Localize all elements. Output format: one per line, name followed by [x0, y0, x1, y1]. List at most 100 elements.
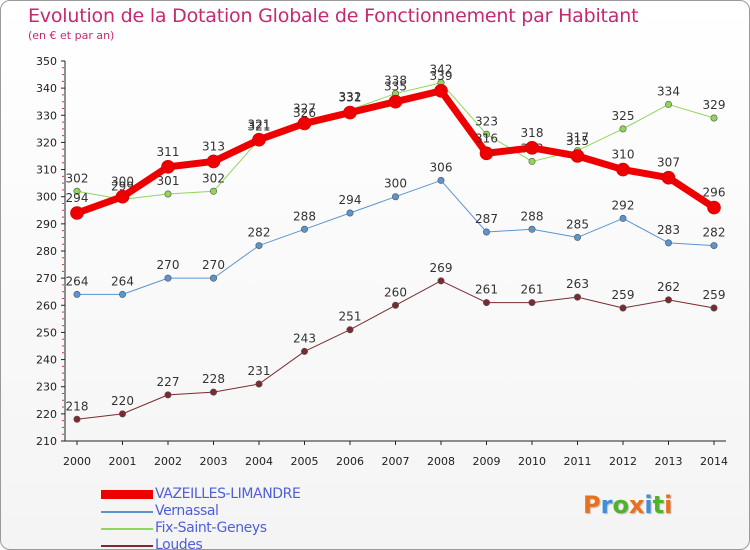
data-point: [570, 149, 585, 163]
data-label: 296: [703, 186, 726, 200]
data-label: 315: [566, 134, 589, 148]
data-point: [616, 162, 630, 177]
legend-label: Loudes: [155, 537, 203, 550]
data-point: [119, 290, 127, 298]
data-label: 259: [612, 288, 635, 302]
chart-title: Evolution de la Dotation Globale de Fonc…: [28, 5, 639, 27]
legend-swatch: [101, 528, 153, 530]
data-label: 311: [157, 145, 180, 159]
data-label: 220: [111, 394, 134, 408]
logo-letter: t: [652, 491, 665, 519]
logo-letter: x: [628, 491, 645, 519]
data-point: [297, 116, 312, 131]
data-point: [300, 225, 308, 233]
data-label: 269: [430, 261, 453, 275]
x-tick-label: 2001: [109, 455, 137, 468]
data-label: 300: [384, 177, 407, 191]
data-point: [528, 299, 536, 307]
data-label: 282: [248, 226, 271, 240]
data-point: [710, 114, 718, 122]
data-label: 288: [521, 209, 544, 223]
legend: VAZEILLES-LIMANDRE Vernassal Fix-Saint-Gen…: [101, 486, 421, 550]
data-point: [164, 274, 172, 282]
data-label: 261: [475, 283, 498, 297]
data-point: [482, 228, 490, 236]
logo-letter: i: [644, 491, 653, 519]
data-point: [391, 301, 399, 309]
data-point: [619, 304, 627, 312]
data-label: 331: [339, 91, 362, 105]
y-tick-label: 280: [36, 245, 57, 258]
data-label: 261: [521, 283, 544, 297]
logo-letter: r: [600, 491, 613, 519]
x-tick-label: 2002: [154, 455, 182, 468]
legend-item: Fix-Saint-Geneys: [101, 520, 421, 538]
data-label: 307: [657, 156, 680, 170]
y-tick-label: 350: [36, 55, 57, 68]
data-label: 251: [339, 310, 362, 324]
data-label: 288: [293, 209, 316, 223]
data-point: [479, 146, 494, 161]
data-label: 260: [384, 285, 407, 299]
data-point: [346, 326, 354, 334]
data-label: 317: [566, 131, 589, 145]
legend-label: Fix-Saint-Geneys: [155, 520, 267, 536]
y-tick-label: 260: [36, 299, 57, 312]
data-label: 302: [66, 171, 89, 185]
data-point: [119, 410, 127, 418]
data-point: [346, 209, 354, 217]
legend-swatch: [101, 490, 153, 499]
data-point: [525, 141, 539, 155]
legend-item: Loudes: [101, 537, 421, 550]
x-tick-label: 2007: [382, 455, 410, 468]
data-point: [619, 214, 627, 222]
data-point: [388, 94, 403, 109]
data-label: 301: [157, 174, 180, 188]
data-label: 231: [248, 364, 271, 378]
data-label: 327: [293, 101, 316, 115]
data-label: 283: [657, 223, 680, 237]
data-point: [661, 170, 676, 185]
x-tick-label: 2009: [473, 455, 501, 468]
data-point: [528, 157, 536, 165]
legend-swatch: [101, 545, 153, 547]
data-label: 300: [111, 175, 134, 189]
data-point: [252, 132, 266, 147]
data-label: 292: [612, 198, 635, 212]
data-label: 323: [475, 114, 498, 128]
x-tick-label: 2010: [518, 455, 546, 468]
data-label: 306: [430, 160, 453, 174]
legend-label: VAZEILLES-LIMANDRE: [155, 486, 301, 502]
data-label: 294: [339, 193, 362, 207]
data-point: [664, 296, 672, 304]
data-label: 282: [703, 226, 726, 240]
x-tick-label: 2006: [336, 455, 364, 468]
data-point: [710, 304, 718, 312]
data-label: 342: [430, 63, 453, 77]
data-label: 259: [703, 288, 726, 302]
data-label: 310: [612, 148, 635, 162]
x-tick-label: 2003: [200, 455, 228, 468]
data-point: [210, 187, 218, 195]
data-label: 294: [66, 191, 89, 205]
data-label: 228: [202, 372, 225, 386]
data-point: [573, 233, 581, 241]
x-tick-label: 2004: [245, 455, 273, 468]
data-label: 332: [339, 90, 362, 104]
y-tick-label: 310: [36, 164, 57, 177]
x-tick-label: 2012: [609, 455, 637, 468]
legend-label: Vernassal: [155, 503, 219, 519]
data-label: 270: [157, 258, 180, 272]
data-label: 334: [657, 84, 680, 98]
data-point: [206, 154, 221, 169]
data-label: 326: [293, 106, 316, 120]
data-point: [300, 347, 308, 355]
logo-letter: i: [664, 491, 673, 519]
data-point: [437, 176, 445, 184]
data-label: 339: [430, 69, 453, 83]
y-tick-label: 250: [36, 326, 57, 339]
data-label: 302: [202, 171, 225, 185]
data-point: [255, 242, 263, 250]
